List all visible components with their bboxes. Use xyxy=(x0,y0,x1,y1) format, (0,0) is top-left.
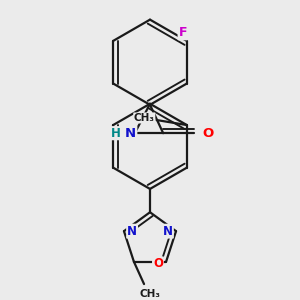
Text: CH₃: CH₃ xyxy=(140,289,160,299)
Text: N: N xyxy=(163,225,173,238)
Text: N: N xyxy=(125,127,136,140)
Text: O: O xyxy=(153,257,163,270)
Text: O: O xyxy=(202,127,213,140)
Text: F: F xyxy=(178,26,187,39)
Text: N: N xyxy=(127,225,137,238)
Text: H: H xyxy=(111,127,121,140)
Text: CH₃: CH₃ xyxy=(134,113,155,123)
